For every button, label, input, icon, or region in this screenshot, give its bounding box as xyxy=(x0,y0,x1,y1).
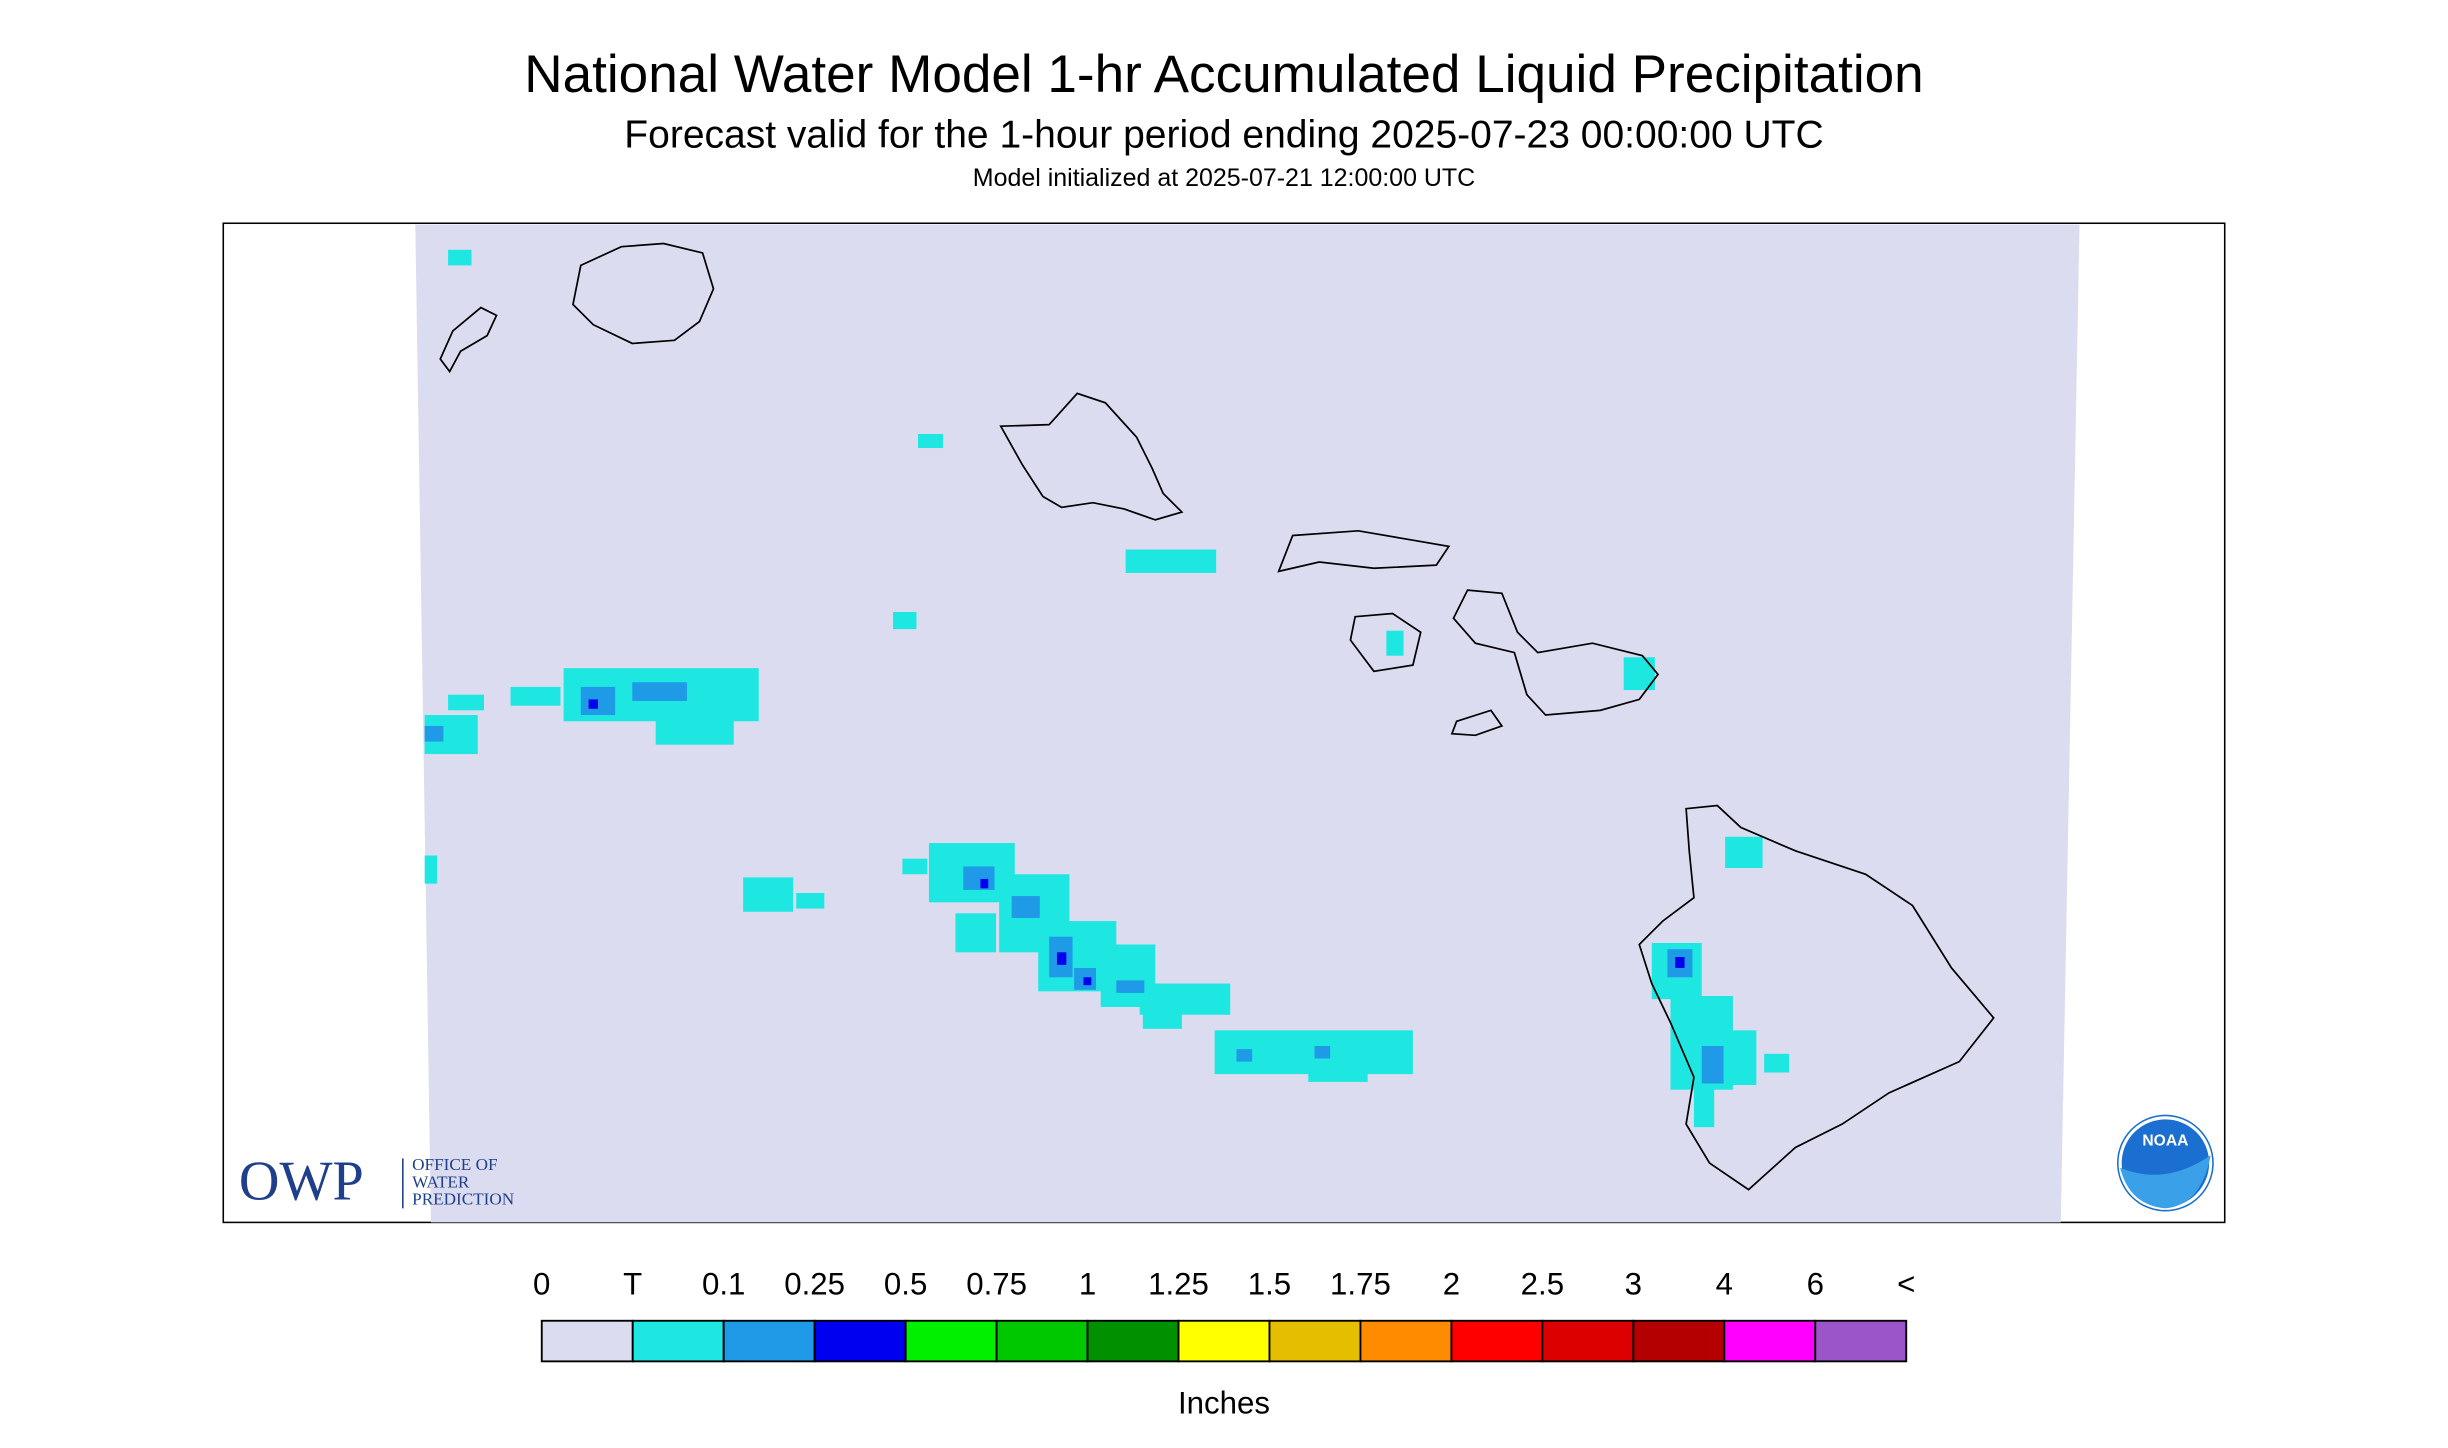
colorbar-swatch xyxy=(1450,1319,1544,1363)
precip-cell xyxy=(963,866,995,890)
owp-text: PREDICTION xyxy=(412,1189,514,1208)
precip-cell xyxy=(1083,977,1092,986)
colorbar-label: T xyxy=(623,1267,642,1302)
oahu xyxy=(999,392,1184,521)
precip-cell xyxy=(1314,1045,1331,1059)
colorbar-swatch xyxy=(1814,1319,1908,1363)
owp-text: OFFICE OF xyxy=(412,1155,497,1174)
precip-cell xyxy=(1693,1077,1715,1128)
precip-cell xyxy=(1386,630,1404,656)
colorbar-swatch xyxy=(631,1319,725,1363)
precip-cell xyxy=(918,434,943,449)
precip-cell xyxy=(1717,1030,1757,1086)
colorbar-swatch xyxy=(1541,1319,1635,1363)
precip-cell xyxy=(510,686,561,706)
kauai xyxy=(572,242,715,345)
colorbar-swatch xyxy=(1723,1319,1817,1363)
noaa-text: NOAA xyxy=(2142,1132,2188,1149)
precip-cell xyxy=(1125,549,1217,573)
colorbar-swatch xyxy=(540,1319,634,1363)
colorbar-swatch xyxy=(722,1319,816,1363)
precip-cell xyxy=(955,913,997,953)
precip-cell xyxy=(1725,836,1763,869)
precip-cell xyxy=(424,725,444,742)
owp-text: WATER xyxy=(412,1172,470,1191)
colorbar-label: 0.1 xyxy=(702,1267,745,1302)
colorbar-label: 0.5 xyxy=(884,1267,927,1302)
colorbar-label: 6 xyxy=(1807,1267,1824,1302)
precip-cell xyxy=(1236,1049,1253,1062)
init-time: Model initialized at 2025-07-21 12:00:00… xyxy=(973,164,1475,192)
colorbar-label: 1.5 xyxy=(1248,1267,1291,1302)
colorbar-label: 1.75 xyxy=(1330,1267,1391,1302)
hawaii-big-island xyxy=(1638,804,1995,1191)
colorbar-label: 3 xyxy=(1625,1267,1642,1302)
colorbar-swatch xyxy=(1632,1319,1726,1363)
precip-cell xyxy=(1116,980,1145,993)
colorbar-label: 2.5 xyxy=(1521,1267,1564,1302)
colorbar-swatch xyxy=(904,1319,998,1363)
colorbar-label: < xyxy=(1897,1267,1915,1302)
precip-cell xyxy=(796,892,825,909)
kahoolawe xyxy=(1450,709,1504,737)
niihau xyxy=(439,306,498,374)
owp-logo: OWP OFFICE OF WATER PREDICTION xyxy=(239,1150,514,1212)
colorbar-label: 0.75 xyxy=(966,1267,1027,1302)
noaa-wave xyxy=(2120,1155,2211,1209)
precip-cell xyxy=(1675,957,1685,968)
colorbar-label: 1 xyxy=(1079,1267,1096,1302)
precip-cell xyxy=(1142,1006,1182,1029)
colorbar-label: 0 xyxy=(533,1267,550,1302)
colorbar-label: 2 xyxy=(1443,1267,1460,1302)
maui xyxy=(1452,589,1660,716)
precip-cell xyxy=(1056,952,1067,965)
colorbar-swatch xyxy=(1268,1319,1362,1363)
molokai xyxy=(1277,529,1451,573)
precip-cell xyxy=(424,855,438,884)
colorbar-swatch xyxy=(813,1319,907,1363)
colorbar-swatch xyxy=(1359,1319,1453,1363)
owp-mark: OWP xyxy=(239,1150,364,1212)
lanai xyxy=(1349,612,1422,673)
noaa-logo: NOAA xyxy=(2116,1114,2214,1212)
colorbar-swatch xyxy=(1177,1319,1271,1363)
precipitation xyxy=(424,249,1790,1128)
precip-cell xyxy=(448,694,484,711)
precip-cell xyxy=(1764,1053,1790,1073)
colorbar: 0 T 0.1 0.25 0.5 0.75 1 1.25 1.5 1.75 2 2.5 3 4 6 < xyxy=(533,1267,1915,1363)
precip-cell xyxy=(743,877,794,912)
precip-cell xyxy=(1308,1067,1368,1082)
colorbar-unit: Inches xyxy=(1178,1385,1270,1420)
precip-cell xyxy=(902,858,928,875)
colorbar-label: 4 xyxy=(1716,1267,1733,1302)
precip-cell xyxy=(588,699,598,709)
coastlines xyxy=(439,242,1995,1191)
title: National Water Model 1-hr Accumulated Li… xyxy=(524,45,1923,104)
precip-cell xyxy=(980,878,989,889)
precip-cell xyxy=(632,682,687,701)
noaa-ring xyxy=(2118,1116,2213,1210)
colorbar-swatch xyxy=(995,1319,1089,1363)
colorbar-swatch xyxy=(1086,1319,1180,1363)
precip-cell xyxy=(655,710,734,745)
precip-cell xyxy=(1701,1045,1724,1084)
precip-cell xyxy=(448,249,472,266)
colorbar-label: 1.25 xyxy=(1148,1267,1209,1302)
subtitle: Forecast valid for the 1-hour period end… xyxy=(624,114,1823,157)
colorbar-label: 0.25 xyxy=(784,1267,845,1302)
precip-cell xyxy=(1011,896,1040,918)
precip-cell xyxy=(893,611,917,630)
